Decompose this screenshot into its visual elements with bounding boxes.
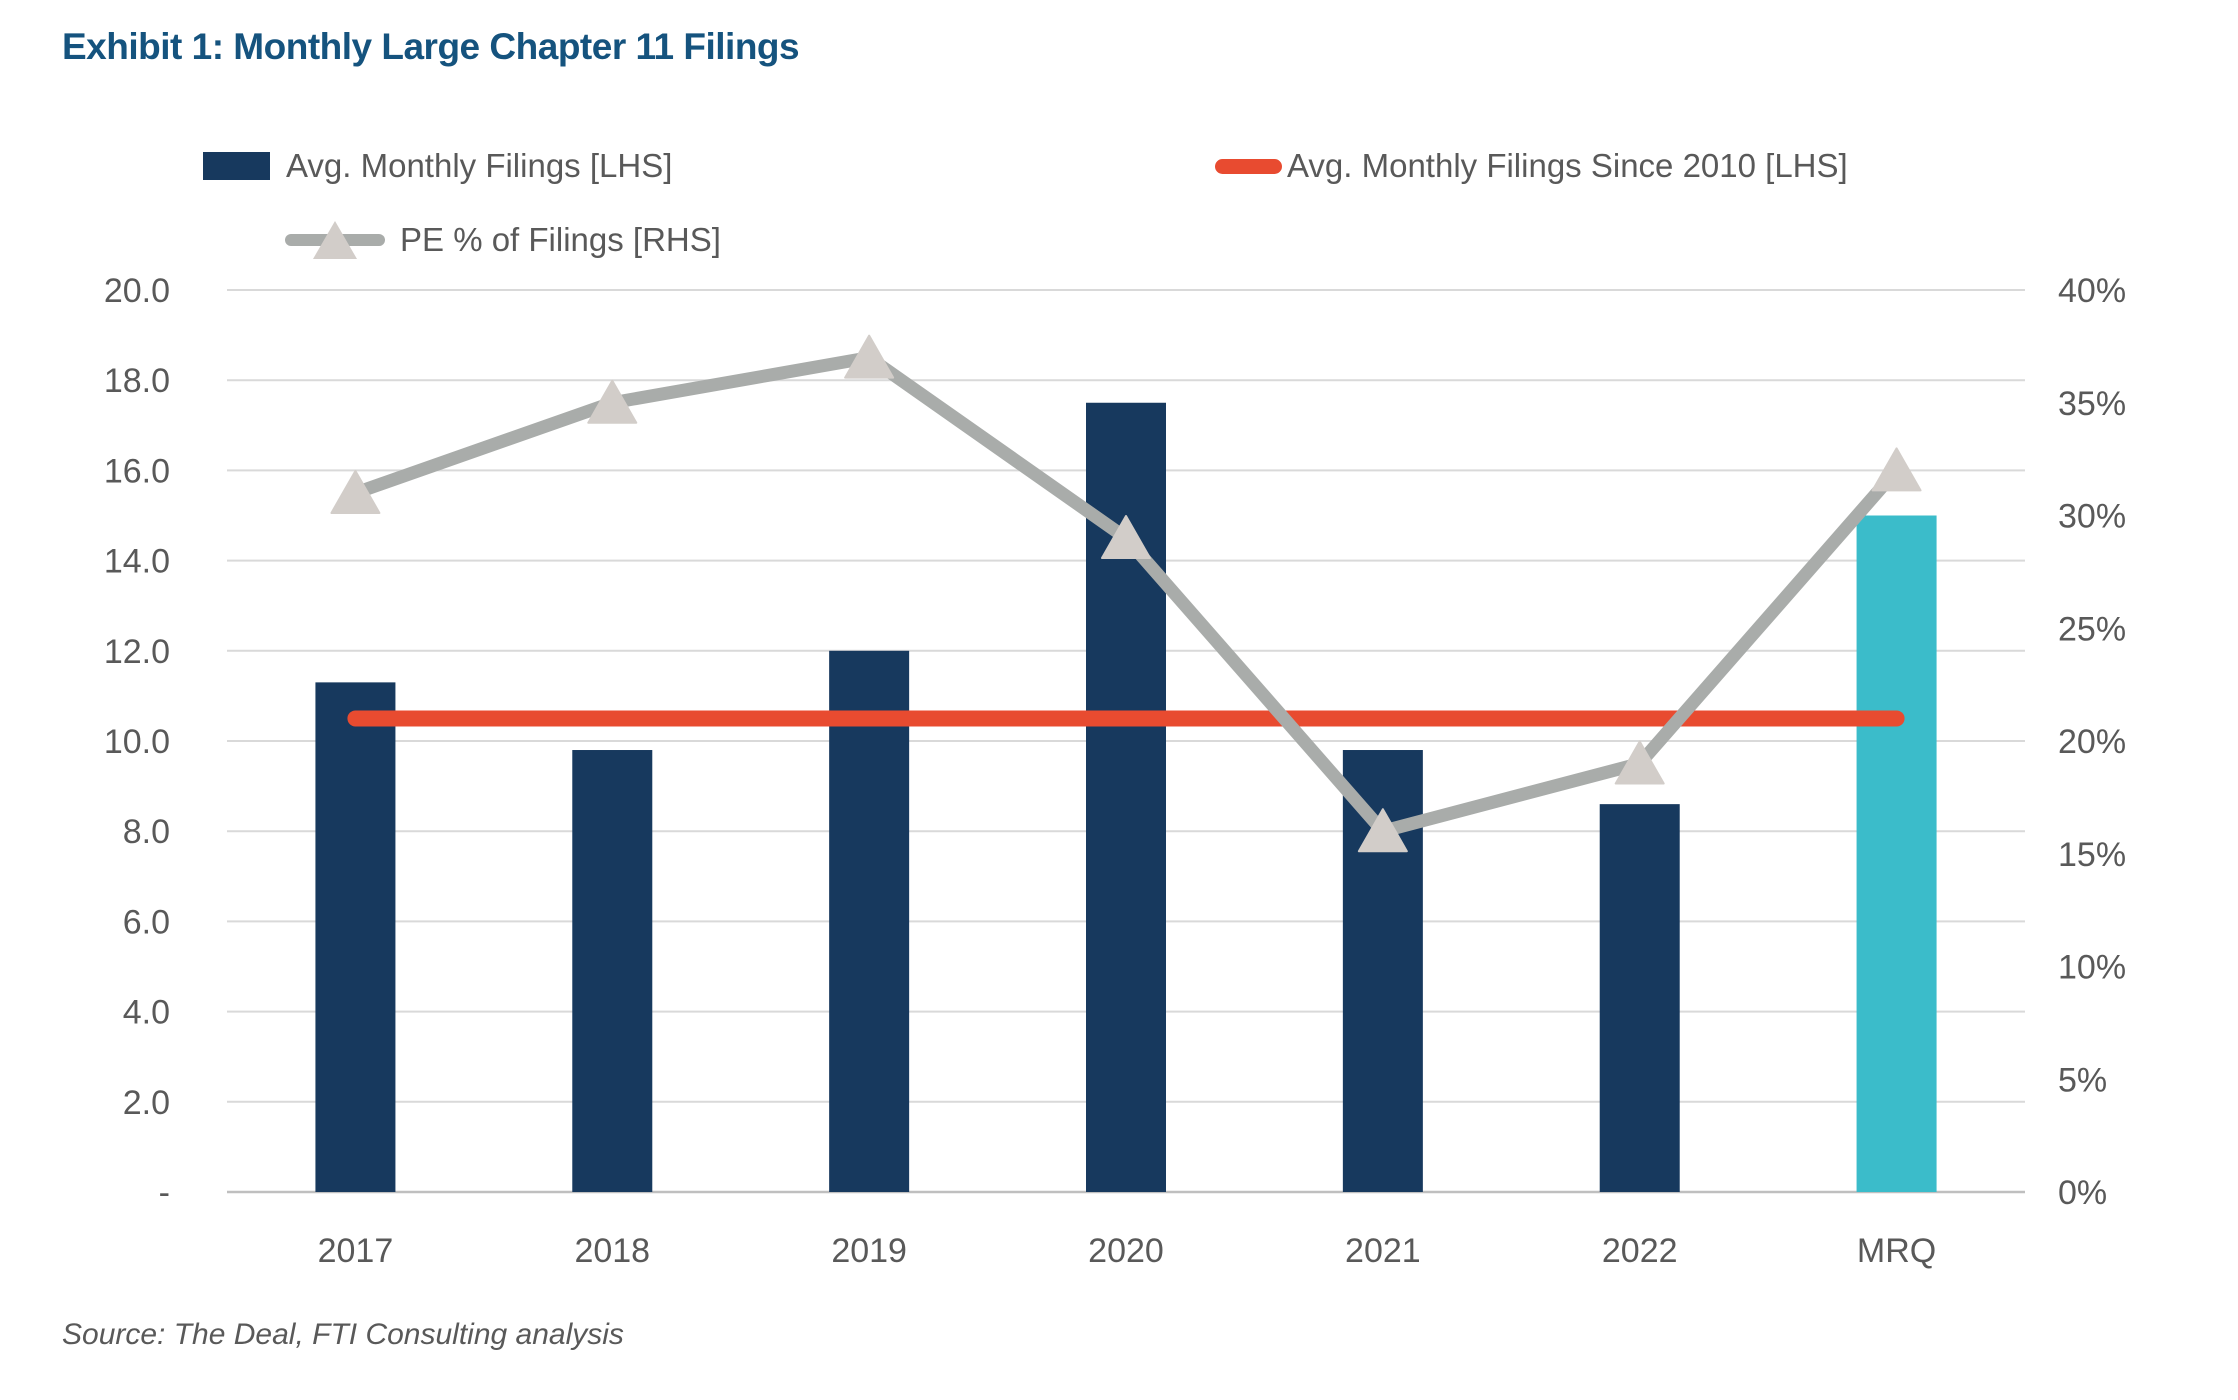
left-axis-tick: - xyxy=(159,1174,170,1212)
bar-2022 xyxy=(1599,804,1680,1192)
x-axis-label-2022: 2022 xyxy=(1602,1232,1678,1270)
x-axis-label-2018: 2018 xyxy=(574,1232,650,1270)
bar-2019 xyxy=(829,650,910,1192)
x-axis-label-2019: 2019 xyxy=(831,1232,907,1270)
right-axis-tick: 5% xyxy=(2058,1061,2107,1099)
bar-2017 xyxy=(315,682,396,1192)
pe-marker-2020 xyxy=(1101,515,1151,560)
pe-marker-2019 xyxy=(844,334,895,379)
x-axis-label-2020: 2020 xyxy=(1088,1232,1164,1270)
left-axis-tick: 2.0 xyxy=(123,1084,170,1122)
bar-MRQ xyxy=(1856,515,1937,1192)
legend-item-avg-monthly-filings: Avg. Monthly Filings [LHS] xyxy=(203,146,672,186)
bar-swatch-icon xyxy=(203,152,270,180)
right-axis-tick: 15% xyxy=(2058,836,2126,874)
bar-2018 xyxy=(572,750,653,1192)
left-axis-tick: 16.0 xyxy=(104,452,170,490)
pe-marker-MRQ xyxy=(1871,447,1922,492)
pe-marker-2017 xyxy=(330,469,381,514)
left-axis-tick: 12.0 xyxy=(104,633,170,671)
left-axis-tick: 20.0 xyxy=(104,272,170,310)
right-axis-tick: 0% xyxy=(2058,1174,2107,1212)
pe-marker-2021 xyxy=(1357,808,1408,853)
x-axis-label-2017: 2017 xyxy=(318,1232,394,1270)
x-axis-label-2021: 2021 xyxy=(1345,1232,1421,1270)
pe-marker-2022 xyxy=(1614,740,1665,785)
x-axis-label-MRQ: MRQ xyxy=(1857,1232,1936,1270)
legend-item-avg-since-2010: Avg. Monthly Filings Since 2010 [LHS] xyxy=(1215,146,1848,186)
left-axis-tick: 14.0 xyxy=(104,543,170,581)
source-note: Source: The Deal, FTI Consulting analysi… xyxy=(62,1318,624,1351)
right-axis-tick: 35% xyxy=(2058,385,2126,423)
gray-line-triangle-swatch-icon xyxy=(285,220,385,260)
right-axis-tick: 30% xyxy=(2058,498,2126,536)
right-axis-tick: 25% xyxy=(2058,610,2126,648)
legend-label: PE % of Filings [RHS] xyxy=(400,221,721,258)
right-axis-tick: 20% xyxy=(2058,723,2126,761)
right-axis-tick: 10% xyxy=(2058,949,2126,987)
right-axis-tick: 40% xyxy=(2058,272,2126,310)
pe-marker-2018 xyxy=(587,379,638,424)
legend-label: Avg. Monthly Filings Since 2010 [LHS] xyxy=(1287,147,1848,184)
legend-label: Avg. Monthly Filings [LHS] xyxy=(286,147,673,184)
left-axis-tick: 8.0 xyxy=(123,813,170,851)
left-axis-tick: 10.0 xyxy=(104,723,170,761)
red-line-swatch-icon xyxy=(1215,158,1282,174)
left-axis-tick: 6.0 xyxy=(123,903,170,941)
chart-title: Exhibit 1: Monthly Large Chapter 11 Fili… xyxy=(62,26,800,67)
left-axis-tick: 4.0 xyxy=(123,994,170,1032)
legend-item-pe-percent: PE % of Filings [RHS] xyxy=(285,220,721,260)
left-axis-tick: 18.0 xyxy=(104,362,170,400)
